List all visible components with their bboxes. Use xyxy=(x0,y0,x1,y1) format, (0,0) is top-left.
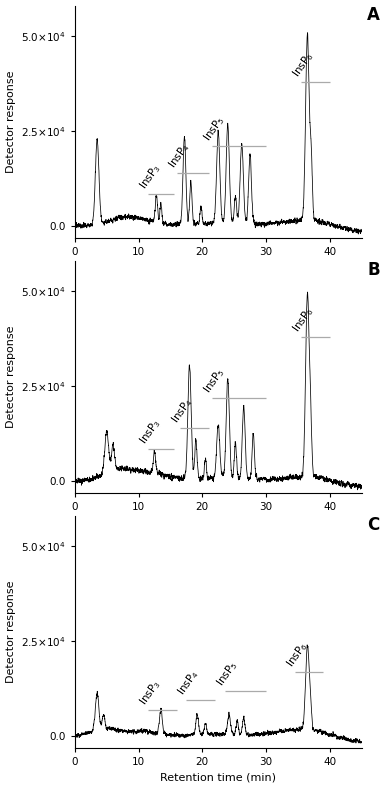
Text: A: A xyxy=(367,6,380,24)
Text: InsP$_5$: InsP$_5$ xyxy=(213,659,240,689)
Y-axis label: Detector response: Detector response xyxy=(5,70,15,173)
Y-axis label: Detector response: Detector response xyxy=(5,581,15,683)
Text: C: C xyxy=(367,516,379,534)
Text: InsP$_4$: InsP$_4$ xyxy=(175,668,202,698)
Text: InsP$_6$: InsP$_6$ xyxy=(290,304,317,335)
Text: InsP$_4$: InsP$_4$ xyxy=(169,396,196,426)
Text: InsP$_3$: InsP$_3$ xyxy=(137,162,164,192)
Text: InsP$_6$: InsP$_6$ xyxy=(283,639,310,670)
Text: InsP$_3$: InsP$_3$ xyxy=(137,417,164,447)
Text: B: B xyxy=(367,261,380,279)
Text: InsP$_5$: InsP$_5$ xyxy=(201,366,227,396)
Y-axis label: Detector response: Detector response xyxy=(5,325,15,428)
Text: InsP$_3$: InsP$_3$ xyxy=(137,678,164,708)
Text: InsP$_5$: InsP$_5$ xyxy=(201,114,227,144)
X-axis label: Retention time (min): Retention time (min) xyxy=(160,772,276,782)
Text: InsP$_4$: InsP$_4$ xyxy=(166,140,193,171)
Text: InsP$_6$: InsP$_6$ xyxy=(290,49,317,80)
